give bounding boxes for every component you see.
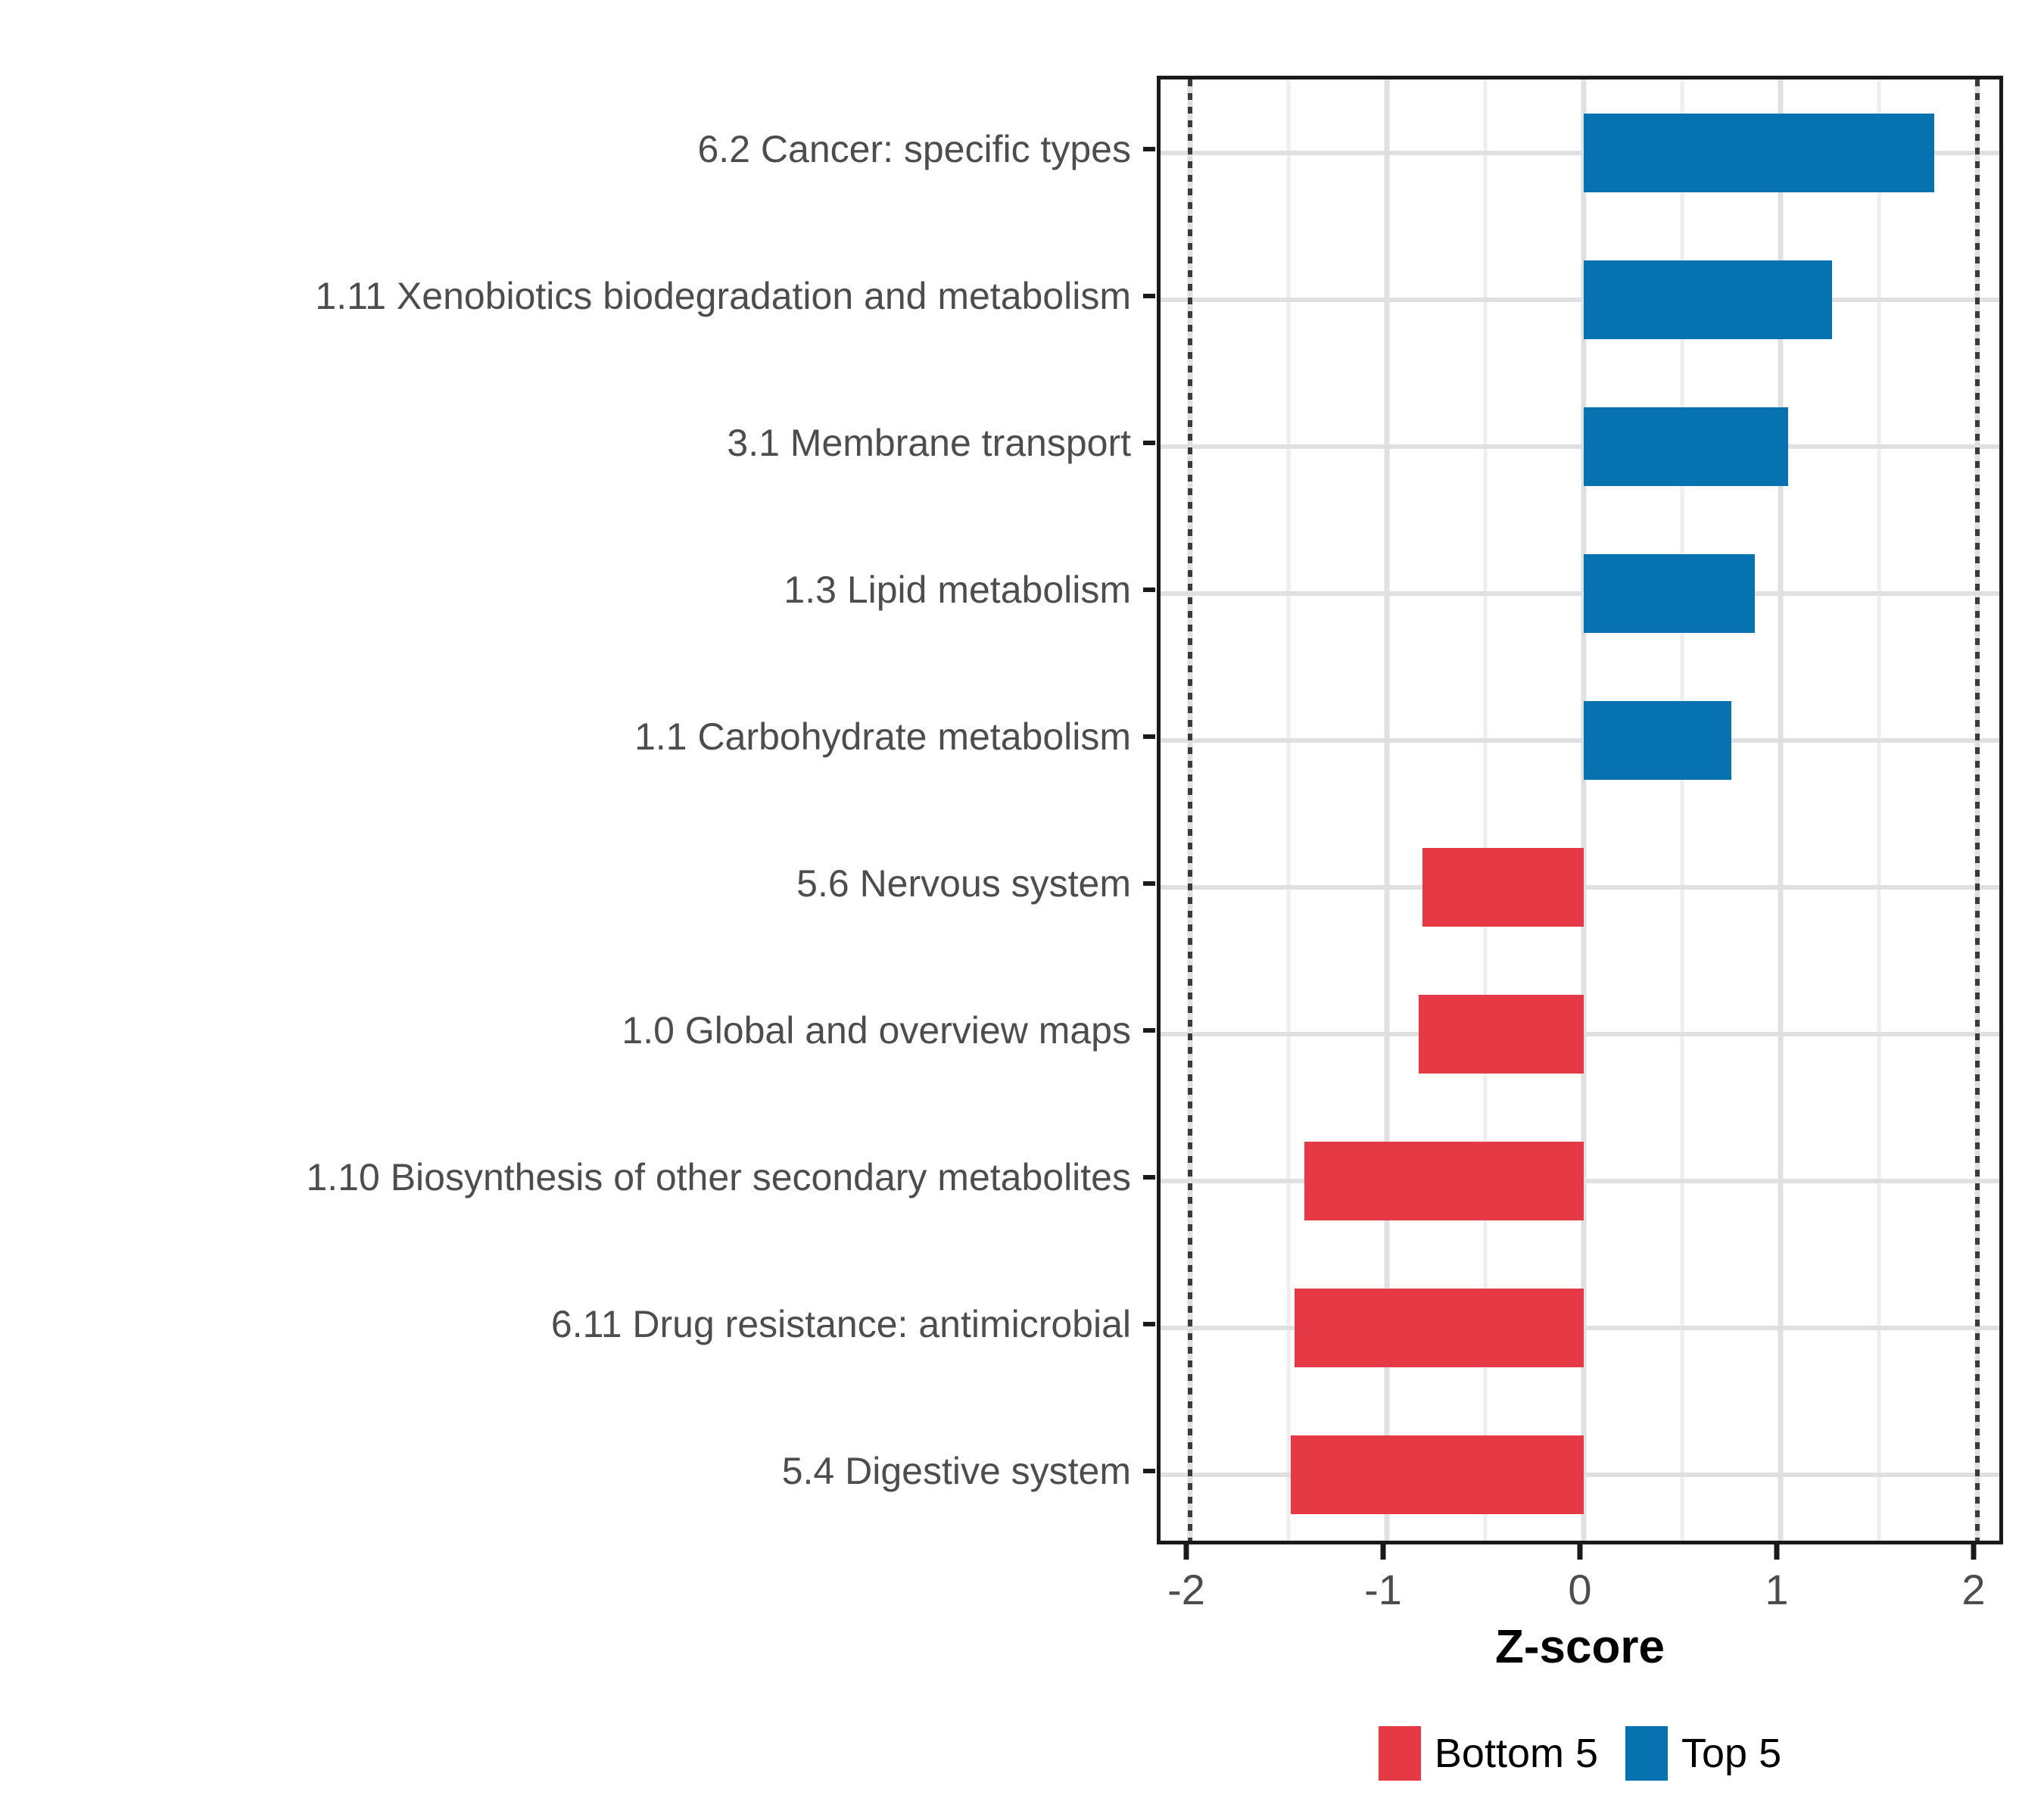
x-axis-tick-label: 0 (1568, 1566, 1592, 1613)
x-axis-tick (1380, 1544, 1386, 1560)
gridline-horizontal (1161, 151, 1999, 155)
legend-item: Bottom 5 (1378, 1726, 1598, 1781)
bar (1584, 114, 1934, 192)
y-axis-tick (1143, 441, 1155, 445)
reference-line (1188, 79, 1192, 1541)
gridline-vertical-0 (1581, 79, 1587, 1541)
y-axis-tick (1143, 734, 1155, 739)
plot-panel (1157, 76, 2003, 1544)
y-axis-tick (1143, 147, 1155, 151)
y-axis-tick (1143, 881, 1155, 886)
y-axis-label: 1.3 Lipid metabolism (784, 569, 1131, 611)
gridline-horizontal (1161, 591, 1999, 596)
bar (1422, 848, 1584, 927)
x-axis-tick-label: 2 (1961, 1566, 1986, 1613)
bar (1584, 260, 1832, 339)
gridline-vertical--1 (1384, 79, 1390, 1541)
y-axis-tick (1143, 294, 1155, 298)
gridline-horizontal (1161, 444, 1999, 449)
y-axis-label: 1.11 Xenobiotics biodegradation and meta… (315, 275, 1131, 317)
reference-line (1975, 79, 1980, 1541)
bar (1584, 554, 1756, 633)
gridline-vertical-minor (1877, 79, 1881, 1541)
y-axis-label: 3.1 Membrane transport (727, 422, 1131, 464)
y-axis-label: 5.4 Digestive system (781, 1450, 1131, 1492)
x-axis-tick (1577, 1544, 1583, 1560)
x-axis-title: Z-score (1495, 1621, 1665, 1673)
legend-label: Bottom 5 (1434, 1731, 1598, 1776)
y-axis-label: 6.11 Drug resistance: antimicrobial (550, 1303, 1131, 1345)
x-axis-tick (1971, 1544, 1977, 1560)
bar (1418, 995, 1584, 1074)
bar (1290, 1435, 1584, 1514)
y-axis-tick (1143, 1028, 1155, 1033)
gridline-vertical-minor (1483, 79, 1488, 1541)
x-axis-tick (1183, 1544, 1189, 1560)
x-axis-tick-label: -1 (1364, 1566, 1402, 1613)
y-axis-tick (1143, 587, 1155, 592)
gridline-vertical-1 (1778, 79, 1784, 1541)
y-axis-label: 1.1 Carbohydrate metabolism (634, 715, 1131, 758)
y-axis-label: 1.10 Biosynthesis of other secondary met… (306, 1156, 1131, 1198)
legend-swatch (1625, 1726, 1668, 1781)
gridline-vertical-minor (1680, 79, 1684, 1541)
x-axis-tick (1774, 1544, 1780, 1560)
y-axis-label: 6.2 Cancer: specific types (697, 128, 1132, 170)
bar (1584, 701, 1731, 780)
y-axis-label: 5.6 Nervous system (796, 862, 1131, 905)
bar (1304, 1142, 1584, 1220)
y-axis-tick (1143, 1322, 1155, 1326)
gridline-horizontal (1161, 298, 1999, 302)
bar (1584, 407, 1789, 486)
gridline-horizontal (1161, 738, 1999, 743)
y-axis-tick (1143, 1469, 1155, 1473)
x-axis-tick-label: -2 (1167, 1566, 1205, 1613)
x-axis-tick-label: 1 (1765, 1566, 1789, 1613)
gridline-vertical-minor (1286, 79, 1291, 1541)
legend-item: Top 5 (1625, 1726, 1781, 1781)
bar (1294, 1289, 1584, 1367)
y-axis-label: 1.0 Global and overview maps (622, 1009, 1131, 1052)
legend-label: Top 5 (1681, 1731, 1782, 1776)
y-axis-tick (1143, 1175, 1155, 1180)
legend-swatch (1378, 1726, 1421, 1781)
chart-legend: Bottom 5 Top 5 (1157, 1726, 2003, 1781)
